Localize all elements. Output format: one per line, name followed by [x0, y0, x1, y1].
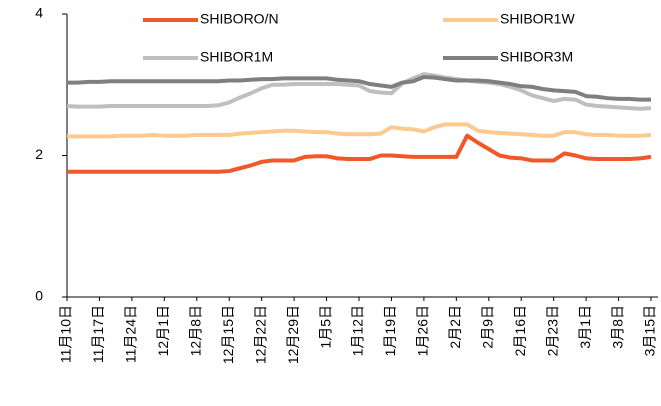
x-tick-label: 3月8日 [609, 305, 625, 349]
series-line [67, 122, 652, 139]
y-tick-label: 2 [35, 146, 43, 162]
x-tick-label: 1月5日 [317, 305, 333, 349]
x-tick-label: 12月29日 [285, 305, 301, 364]
x-tick-label: 2月9日 [479, 305, 495, 349]
legend-label: SHIBOR1M [200, 49, 273, 65]
x-tick-label: 1月12日 [350, 305, 366, 356]
series-line [67, 74, 651, 102]
legend-label: SHIBORO/N [200, 11, 279, 27]
legend-label: SHIBOR3M [500, 49, 573, 65]
x-tick-label: 11月17日 [90, 305, 106, 363]
y-tick-label: 0 [35, 288, 43, 304]
x-tick-label: 3月15日 [642, 305, 658, 356]
x-tick-label: 11月10日 [58, 305, 74, 363]
x-tick-label: 2月16日 [512, 305, 528, 356]
series-line [67, 133, 652, 174]
series-line [66, 72, 652, 111]
legend-label: SHIBOR1W [500, 11, 575, 27]
y-tick-label: 4 [35, 5, 43, 21]
x-tick-label: 12月1日 [155, 305, 171, 356]
x-tick-label: 12月15日 [220, 305, 236, 364]
x-tick-label: 1月26日 [415, 305, 431, 356]
x-tick-label: 1月19日 [382, 305, 398, 356]
x-tick-label: 2月23日 [544, 305, 560, 356]
x-tick-label: 11月24日 [123, 305, 139, 363]
x-tick-label: 2月2日 [447, 305, 463, 349]
x-tick-label: 3月1日 [577, 305, 593, 349]
x-tick-label: 12月8日 [187, 305, 203, 356]
x-tick-label: 12月22日 [252, 305, 268, 364]
